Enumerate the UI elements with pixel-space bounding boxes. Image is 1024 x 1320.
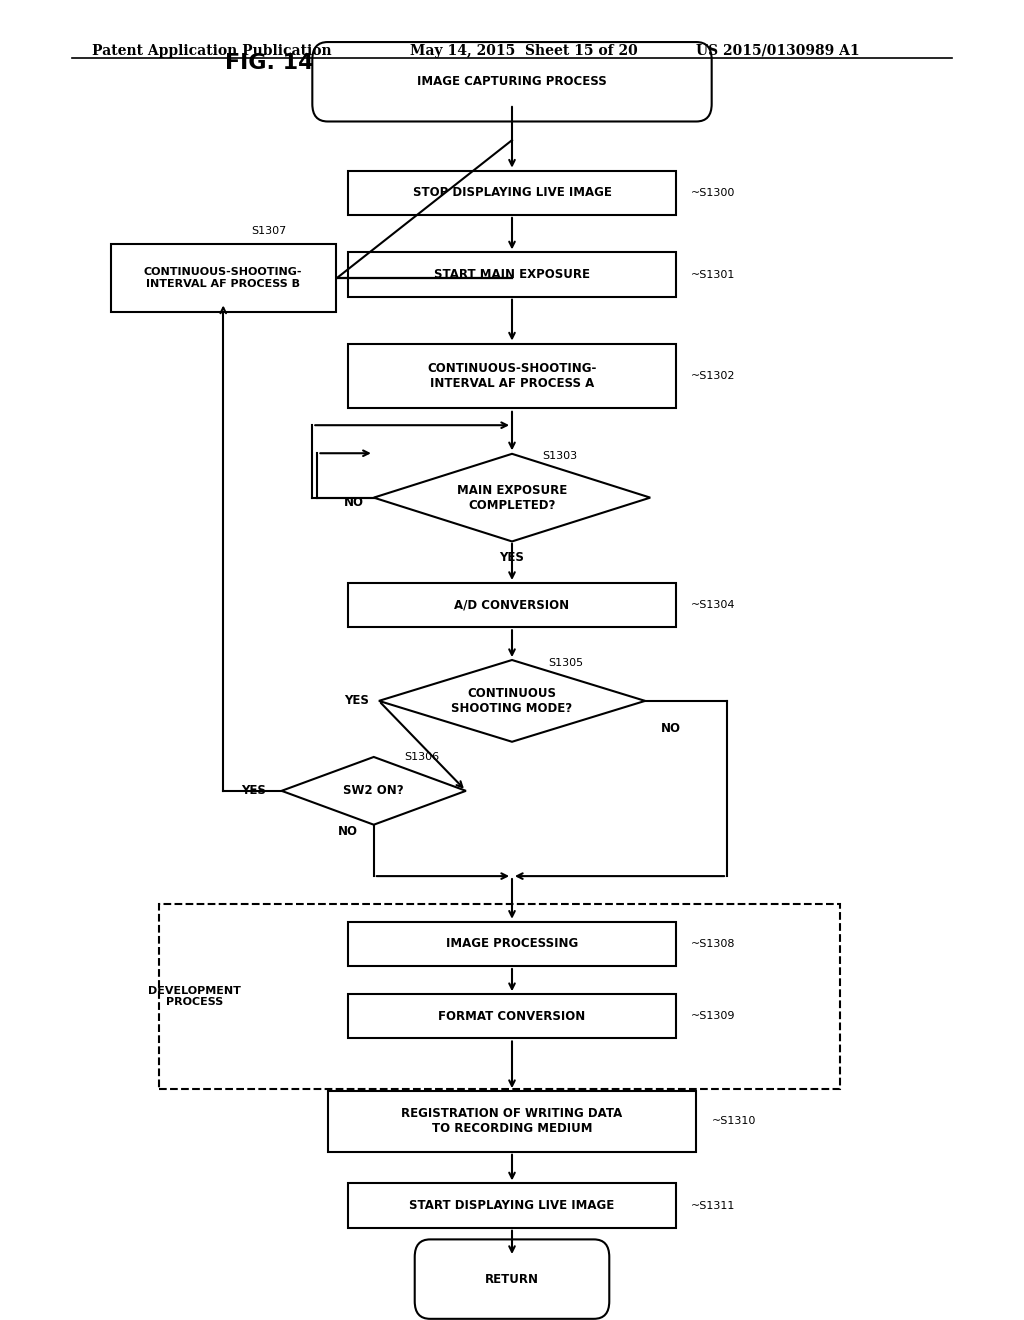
Text: YES: YES	[500, 552, 524, 565]
Polygon shape	[379, 660, 645, 742]
FancyBboxPatch shape	[348, 994, 676, 1039]
Text: ~S1310: ~S1310	[712, 1117, 756, 1126]
FancyBboxPatch shape	[348, 345, 676, 408]
FancyBboxPatch shape	[348, 921, 676, 966]
FancyBboxPatch shape	[111, 244, 336, 312]
Text: IMAGE CAPTURING PROCESS: IMAGE CAPTURING PROCESS	[417, 75, 607, 88]
Text: DEVELOPMENT
PROCESS: DEVELOPMENT PROCESS	[148, 986, 241, 1007]
Text: START MAIN EXPOSURE: START MAIN EXPOSURE	[434, 268, 590, 281]
FancyBboxPatch shape	[348, 1183, 676, 1228]
Text: S1303: S1303	[543, 451, 578, 462]
Text: NO: NO	[338, 825, 358, 838]
Text: US 2015/0130989 A1: US 2015/0130989 A1	[696, 44, 860, 58]
FancyBboxPatch shape	[415, 1239, 609, 1319]
Polygon shape	[282, 756, 466, 825]
Text: NO: NO	[343, 496, 364, 508]
Text: ~S1311: ~S1311	[691, 1200, 735, 1210]
Text: START DISPLAYING LIVE IMAGE: START DISPLAYING LIVE IMAGE	[410, 1199, 614, 1212]
FancyBboxPatch shape	[328, 1092, 696, 1152]
Text: SW2 ON?: SW2 ON?	[343, 784, 404, 797]
Text: S1307: S1307	[251, 226, 286, 236]
Text: FIG. 14: FIG. 14	[225, 53, 313, 73]
Text: ~S1301: ~S1301	[691, 269, 735, 280]
Text: IMAGE PROCESSING: IMAGE PROCESSING	[445, 937, 579, 950]
Text: ~S1302: ~S1302	[691, 371, 735, 381]
Text: STOP DISPLAYING LIVE IMAGE: STOP DISPLAYING LIVE IMAGE	[413, 186, 611, 199]
FancyBboxPatch shape	[159, 904, 840, 1089]
FancyBboxPatch shape	[348, 170, 676, 215]
Text: YES: YES	[344, 694, 369, 708]
Text: ~S1308: ~S1308	[691, 939, 735, 949]
Text: YES: YES	[242, 784, 266, 797]
Text: A/D CONVERSION: A/D CONVERSION	[455, 598, 569, 611]
FancyBboxPatch shape	[348, 583, 676, 627]
Text: CONTINUOUS-SHOOTING-
INTERVAL AF PROCESS A: CONTINUOUS-SHOOTING- INTERVAL AF PROCESS…	[427, 362, 597, 391]
Text: MAIN EXPOSURE
COMPLETED?: MAIN EXPOSURE COMPLETED?	[457, 483, 567, 512]
Text: NO: NO	[660, 722, 681, 735]
Text: CONTINUOUS
SHOOTING MODE?: CONTINUOUS SHOOTING MODE?	[452, 686, 572, 715]
Text: Patent Application Publication: Patent Application Publication	[92, 44, 332, 58]
Text: May 14, 2015  Sheet 15 of 20: May 14, 2015 Sheet 15 of 20	[410, 44, 637, 58]
FancyBboxPatch shape	[348, 252, 676, 297]
Text: S1306: S1306	[404, 751, 439, 762]
Text: ~S1304: ~S1304	[691, 601, 735, 610]
Text: FORMAT CONVERSION: FORMAT CONVERSION	[438, 1010, 586, 1023]
Text: RETURN: RETURN	[485, 1272, 539, 1286]
Text: ~S1300: ~S1300	[691, 187, 735, 198]
Text: ~S1309: ~S1309	[691, 1011, 735, 1022]
Text: S1305: S1305	[548, 659, 583, 668]
Text: CONTINUOUS-SHOOTING-
INTERVAL AF PROCESS B: CONTINUOUS-SHOOTING- INTERVAL AF PROCESS…	[144, 267, 302, 289]
FancyBboxPatch shape	[312, 42, 712, 121]
Polygon shape	[374, 454, 650, 541]
Text: REGISTRATION OF WRITING DATA
TO RECORDING MEDIUM: REGISTRATION OF WRITING DATA TO RECORDIN…	[401, 1107, 623, 1135]
